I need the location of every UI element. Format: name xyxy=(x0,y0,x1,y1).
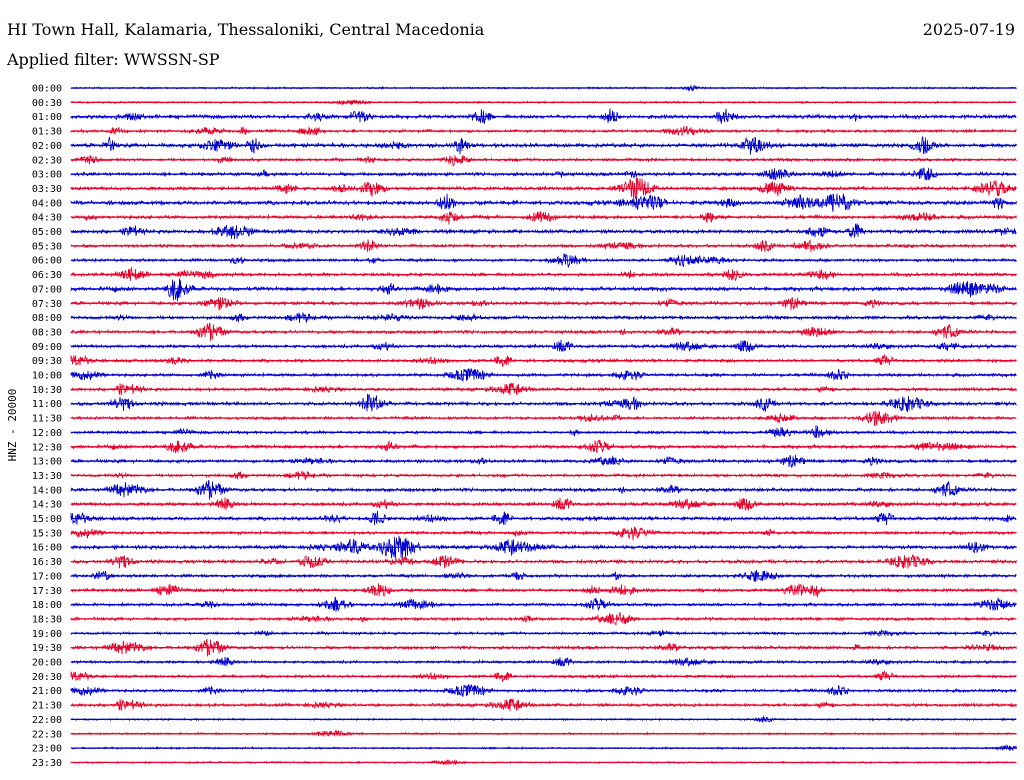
row-time-label: 14:30 xyxy=(32,500,62,511)
row-time-label: 18:30 xyxy=(32,614,62,625)
row-time-label: 08:00 xyxy=(32,313,62,324)
row-time-label: 13:30 xyxy=(32,471,62,482)
row-time-label: 04:00 xyxy=(32,198,62,209)
filter-label: Applied filter: WWSSN-SP xyxy=(7,50,220,69)
seismic-trace-row xyxy=(70,424,1017,439)
row-time-label: 09:00 xyxy=(32,342,62,353)
row-time-label: 16:00 xyxy=(32,543,62,554)
row-time-label: 21:30 xyxy=(32,701,62,712)
row-time-label: 06:00 xyxy=(32,256,62,267)
row-time-label: 00:30 xyxy=(32,98,62,109)
row-time-label: 02:30 xyxy=(32,155,62,166)
row-time-label: 13:00 xyxy=(32,457,62,468)
row-time-label: 23:30 xyxy=(32,758,62,769)
date-label: 2025-07-19 xyxy=(922,20,1015,39)
row-time-label: 20:00 xyxy=(32,658,62,669)
row-time-label: 15:00 xyxy=(32,514,62,525)
row-time-label: 02:00 xyxy=(32,141,62,152)
station-title: HI Town Hall, Kalamaria, Thessaloniki, C… xyxy=(7,20,485,39)
row-time-label: 17:00 xyxy=(32,571,62,582)
row-time-label: 20:30 xyxy=(32,672,62,683)
seismic-trace-row xyxy=(70,278,1017,302)
trace-group xyxy=(70,85,1017,766)
row-time-label: 19:00 xyxy=(32,629,62,640)
channel-label: HNZ - 20000 xyxy=(6,389,19,462)
row-time-label: 04:30 xyxy=(32,213,62,224)
row-time-label: 12:00 xyxy=(32,428,62,439)
row-time-label: 05:00 xyxy=(32,227,62,238)
row-time-label: 22:30 xyxy=(32,729,62,740)
row-time-label: 23:00 xyxy=(32,744,62,755)
seismic-trace-row xyxy=(70,154,1017,167)
row-time-label: 11:00 xyxy=(32,399,62,410)
row-time-label: 00:00 xyxy=(32,84,62,95)
seismic-trace-row xyxy=(70,393,1017,413)
row-time-label: 06:30 xyxy=(32,270,62,281)
row-time-label: 01:30 xyxy=(32,127,62,138)
row-time-label: 21:00 xyxy=(32,686,62,697)
row-time-label: 12:30 xyxy=(32,442,62,453)
row-time-label: 07:00 xyxy=(32,284,62,295)
row-time-label: 05:30 xyxy=(32,241,62,252)
row-time-label: 10:00 xyxy=(32,371,62,382)
seismic-trace-row xyxy=(70,638,1017,657)
seismic-trace-row xyxy=(70,108,1017,125)
row-time-label: 18:00 xyxy=(32,600,62,611)
row-time-label: 16:30 xyxy=(32,557,62,568)
row-time-label: 10:30 xyxy=(32,385,62,396)
row-time-label: 03:30 xyxy=(32,184,62,195)
seismic-trace-row xyxy=(70,210,1017,225)
row-time-label: 22:00 xyxy=(32,715,62,726)
row-time-label: 17:30 xyxy=(32,586,62,597)
row-time-label: 14:00 xyxy=(32,485,62,496)
row-time-label: 01:00 xyxy=(32,112,62,123)
row-time-label: 15:30 xyxy=(32,528,62,539)
row-time-label: 03:00 xyxy=(32,170,62,181)
seismic-trace-row xyxy=(70,526,1017,541)
row-time-label: 07:30 xyxy=(32,299,62,310)
row-time-label: 09:30 xyxy=(32,356,62,367)
row-time-label: 19:30 xyxy=(32,643,62,654)
row-label-group: 00:00 00:30 01:00 01:30 02:00 02:30 03:00 03:30… xyxy=(32,84,62,769)
row-time-label: 11:30 xyxy=(32,414,62,425)
row-time-label: 08:30 xyxy=(32,327,62,338)
